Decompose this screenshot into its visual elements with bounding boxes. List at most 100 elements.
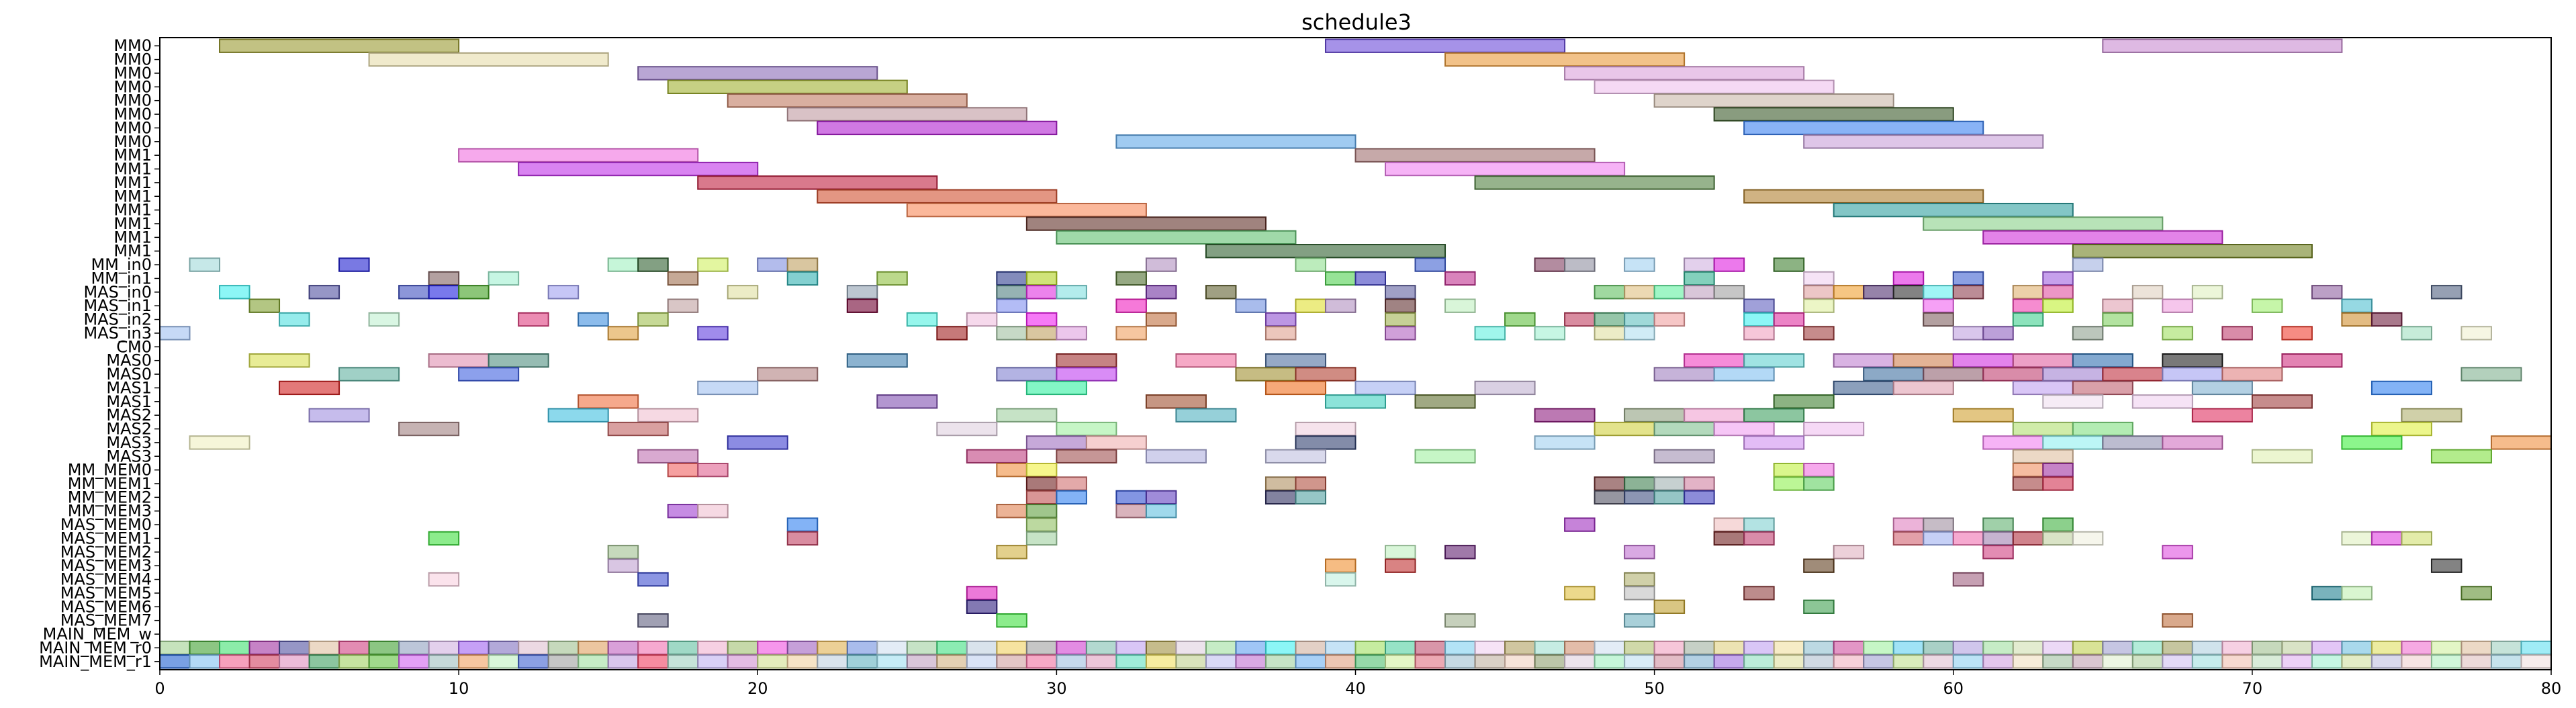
schedule-bar: [2251, 394, 2313, 409]
schedule-bar: [1624, 326, 1655, 341]
schedule-bar: [1205, 244, 1446, 259]
schedule-bar: [1295, 435, 1356, 450]
memory-bar: [1534, 654, 1566, 669]
schedule-bar: [547, 285, 580, 300]
memory-bar: [1863, 640, 1894, 656]
schedule-bar: [1923, 298, 1954, 313]
y-tick-label: MM1: [113, 214, 152, 233]
memory-bar: [1743, 640, 1775, 656]
schedule-bar: [1684, 257, 1715, 272]
memory-bar: [547, 640, 580, 656]
memory-bar: [1833, 640, 1865, 656]
schedule-bar: [996, 504, 1027, 519]
schedule-bar: [1594, 476, 1626, 491]
schedule-bar: [1653, 599, 1686, 614]
memory-bar: [1982, 654, 2014, 669]
schedule-bar: [1145, 490, 1177, 505]
schedule-bar: [2371, 531, 2403, 546]
memory-bar: [1056, 640, 1087, 656]
memory-bar: [308, 654, 340, 669]
schedule-bar: [1115, 490, 1147, 505]
y-tick-label: MM_in0: [91, 255, 152, 274]
schedule-bar: [1624, 257, 1655, 272]
schedule-bar: [996, 271, 1027, 286]
schedule-bar: [2341, 586, 2373, 601]
schedule-bar: [667, 79, 908, 94]
schedule-bar: [1773, 476, 1805, 491]
schedule-bar: [936, 326, 968, 341]
schedule-bar: [1773, 312, 1805, 327]
memory-bar: [2401, 640, 2432, 656]
schedule-bar: [2042, 476, 2074, 491]
schedule-bar: [1145, 449, 1207, 463]
memory-bar: [1564, 654, 1596, 669]
y-tick-label: MAS1: [106, 392, 152, 411]
schedule-bar: [846, 298, 878, 313]
y-tick-label: MAS_MEM0: [60, 515, 152, 534]
schedule-bar: [996, 462, 1027, 478]
schedule-bar: [1833, 380, 1894, 396]
memory-bar: [2490, 654, 2522, 669]
memory-bar: [1115, 640, 1147, 656]
schedule-bar: [2221, 326, 2253, 341]
memory-bar: [757, 654, 788, 669]
memory-bar: [2012, 640, 2044, 656]
schedule-bar: [1803, 271, 1835, 286]
memory-bar: [786, 654, 819, 669]
schedule-bar: [1743, 189, 1984, 204]
schedule-bar: [368, 52, 609, 67]
schedule-bar: [1264, 326, 1297, 341]
schedule-bar: [637, 312, 669, 327]
schedule-bar: [1743, 408, 1805, 423]
y-tick-label: MAS_in2: [83, 310, 152, 329]
schedule-bar: [1713, 421, 1775, 437]
y-tick-label: MM0: [113, 36, 152, 55]
memory-bar: [2430, 640, 2463, 656]
y-tick-label: MAS_in3: [83, 324, 152, 343]
schedule-bar: [697, 380, 759, 396]
schedule-bar: [1624, 312, 1655, 327]
schedule-bar: [428, 531, 460, 546]
schedule-bar: [786, 517, 819, 532]
schedule-bar: [2162, 435, 2223, 450]
schedule-bar: [906, 202, 1147, 218]
schedule-bar: [1684, 353, 1745, 368]
schedule-bar: [607, 545, 639, 560]
memory-bar: [996, 654, 1027, 669]
schedule-bar: [1892, 517, 1925, 532]
memory-bar: [1713, 640, 1745, 656]
schedule-bar: [1295, 490, 1326, 505]
schedule-bar: [2012, 421, 2074, 437]
schedule-bar: [219, 38, 460, 53]
schedule-bar: [1653, 421, 1715, 437]
memory-bar: [1534, 640, 1566, 656]
memory-bar: [1295, 640, 1326, 656]
schedule-bar: [2221, 367, 2283, 382]
schedule-bar: [786, 531, 819, 546]
schedule-bar: [1803, 558, 1835, 573]
schedule-bar: [1713, 285, 1745, 300]
memory-bar: [876, 640, 908, 656]
schedule-bar: [1594, 79, 1835, 94]
schedule-bar: [996, 367, 1058, 382]
schedule-bar: [1385, 326, 1416, 341]
schedule-bar: [1056, 230, 1297, 245]
schedule-bar: [1444, 52, 1686, 67]
memory-bar: [279, 640, 310, 656]
memory-bar: [518, 640, 549, 656]
schedule-bar: [1653, 285, 1686, 300]
memory-bar: [637, 640, 669, 656]
schedule-bar: [1624, 545, 1655, 560]
schedule-bar: [2341, 298, 2373, 313]
memory-bar: [1713, 654, 1745, 669]
schedule-bar: [2072, 244, 2313, 259]
schedule-bar: [488, 353, 549, 368]
schedule-bar: [578, 312, 609, 327]
schedule-bar: [398, 421, 460, 437]
schedule-bar: [2311, 586, 2343, 601]
schedule-bar: [1324, 271, 1356, 286]
memory-bar: [1264, 640, 1297, 656]
memory-bar: [817, 640, 848, 656]
memory-bar: [2430, 654, 2463, 669]
chart-title: schedule3: [1301, 9, 1412, 35]
